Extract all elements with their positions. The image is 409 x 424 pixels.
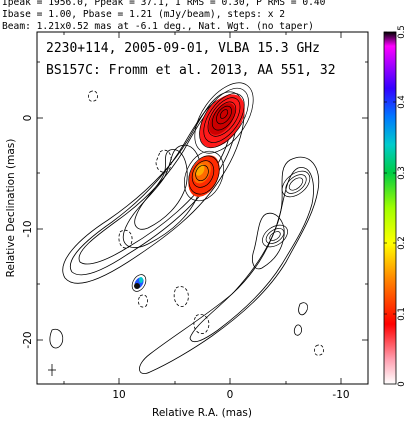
colorbar-label-0: 0.5 — [397, 25, 407, 39]
jet-knot-component — [183, 150, 225, 202]
colorbar-label-5: 0 — [397, 381, 407, 386]
map-title-line-2: BS157C: Fromm et al. 2013, AA 551, 32 — [46, 63, 336, 78]
colorbar-ticks — [384, 31, 396, 315]
colorbar-label-2: 0.3 — [397, 166, 407, 180]
header-line-1: Ipeak = 1956.0, Ppeak = 37.1, I RMS = 0.… — [2, 0, 326, 8]
header-line-2: Ibase = 1.00, Pbase = 1.21 (mJy/beam), s… — [2, 9, 286, 20]
contour-layer — [48, 82, 324, 376]
y-tick-label-1: -10 — [22, 220, 34, 237]
western-knot-contours — [262, 170, 311, 248]
map-title-line-1: 2230+114, 2005-09-01, VLBA 15.3 GHz — [46, 41, 320, 56]
core-component — [194, 82, 254, 154]
x-tick-label-0: 10 — [112, 389, 125, 401]
negative-contours — [88, 90, 324, 356]
x-tick-label-2: -10 — [332, 389, 349, 401]
colorbar-label-4: 0.1 — [397, 307, 407, 321]
beam-marker — [48, 364, 56, 376]
colorbar-label-3: 0.2 — [397, 236, 407, 250]
x-tick-label-1: 0 — [227, 389, 234, 401]
header-line-3: Beam: 1.21x0.52 mas at -6.1 deg., Nat. W… — [2, 21, 314, 32]
southeast-blob-component — [131, 274, 147, 292]
colorbar-label-1: 0.4 — [397, 95, 407, 109]
y-tick-label-0: 0 — [22, 115, 34, 122]
x-axis-label: Relative R.A. (mas) — [152, 407, 252, 419]
y-tick-label-2: -20 — [22, 331, 34, 348]
colorbar — [383, 31, 397, 385]
y-axis-label: Relative Declination (mas) — [5, 139, 17, 278]
plot-frame — [36, 31, 369, 385]
axis-ticks — [37, 32, 368, 384]
